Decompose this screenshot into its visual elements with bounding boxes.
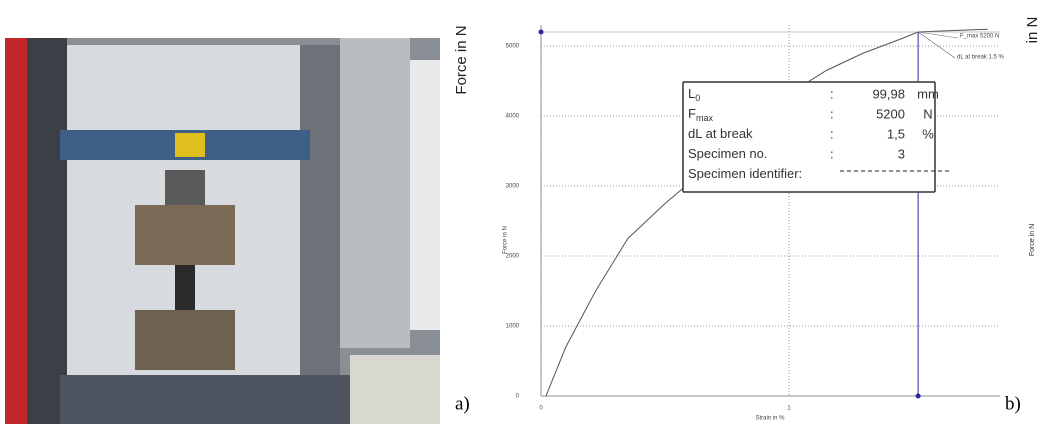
side-label: in N (1024, 17, 1041, 44)
x-axis-label: Strain in % (755, 416, 785, 422)
y-tick-label: 3000 (506, 184, 520, 190)
info-unit: mm (917, 86, 939, 101)
y-tick-label: 0 (516, 394, 520, 400)
y-axis-label: Force in N (503, 226, 509, 254)
info-value: 3 (898, 146, 905, 161)
info-label-text: Specimen identifier: (688, 166, 802, 181)
info-value: 1,5 (887, 126, 905, 141)
info-colon: : (830, 146, 834, 161)
info-label-text: Specimen no. (688, 146, 768, 161)
y-tick-label: 2000 (506, 254, 520, 260)
info-label-text: F (688, 106, 696, 121)
leader (918, 32, 955, 58)
info-label-sub: max (696, 113, 714, 123)
y-tick-label: 5000 (506, 44, 520, 50)
x-tick-label: 0 (539, 406, 543, 412)
info-value: 99,98 (872, 86, 905, 101)
photo (5, 38, 440, 424)
panel-label: a) (455, 393, 470, 414)
info-colon: : (830, 106, 834, 121)
y-tick-label: 4000 (506, 114, 520, 120)
x-tick-label: 1 (787, 406, 791, 412)
info-label: Specimen no. (688, 146, 768, 161)
info-colon: : (830, 126, 834, 141)
side-label: Force in N (453, 25, 470, 94)
marker-dot (539, 30, 544, 35)
info-label-text: L (688, 86, 695, 101)
info-unit: N (923, 106, 932, 121)
info-unit: % (922, 126, 934, 141)
leader (918, 32, 958, 38)
info-colon: : (830, 86, 834, 101)
figure: a) b) Force in N in N Force in N Strain … (0, 0, 1047, 424)
annotation: F_max 5200 N (960, 34, 999, 40)
info-label: dL at break (688, 126, 753, 141)
info-value: 5200 (876, 106, 905, 121)
info-label-text: dL at break (688, 126, 753, 141)
info-label: Specimen identifier: (688, 166, 802, 181)
panel-label: b) (1005, 393, 1021, 414)
y-tick-label: 1000 (506, 324, 520, 330)
annotation: dL at break 1.5 % (957, 55, 1004, 61)
info-label-sub: 0 (695, 93, 700, 103)
marker-dot (916, 394, 921, 399)
side-label: Force in N (1029, 224, 1036, 256)
